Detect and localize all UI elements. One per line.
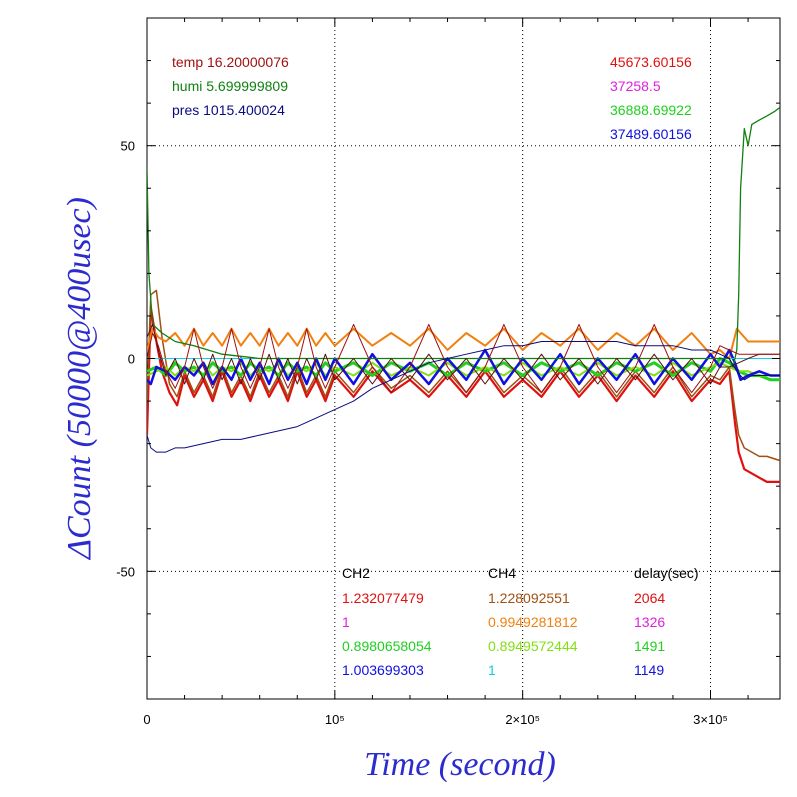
env-legend-item: pres 1015.400024	[172, 102, 285, 118]
base-values-legend: 45673.60156 37258.5 36888.69922 37489.60156	[610, 54, 692, 142]
ratio-table-ch2: 0.8980658054	[342, 638, 432, 654]
ratio-table-ch2: 1.003699303	[342, 662, 424, 678]
y-axis-title: ΔCount (50000@400usec)	[61, 197, 98, 561]
x-tick-label: 2×10⁵	[505, 712, 540, 727]
x-tick-label: 10⁵	[325, 712, 345, 727]
ratio-table-delay: 1491	[634, 638, 665, 654]
ratio-table-ch2: 1	[342, 614, 350, 630]
base-value-item: 36888.69922	[610, 102, 692, 118]
series-line-10	[147, 323, 780, 394]
series-line-1	[147, 289, 780, 462]
ratio-table-ch4: 1	[488, 662, 496, 678]
ratio-table-delay: 1326	[634, 614, 665, 630]
y-tick-label: 50	[121, 139, 135, 154]
series-line-11	[147, 341, 780, 453]
base-value-item: 37489.60156	[610, 126, 692, 142]
series-line-8	[147, 106, 780, 368]
series-line-2	[147, 327, 780, 360]
y-tick-label: -50	[116, 564, 135, 579]
ratio-table-ch4: 0.9949281812	[488, 614, 578, 630]
series-line-9	[147, 323, 780, 385]
x-tick-label: 0	[143, 712, 150, 727]
series-line-0	[147, 306, 780, 483]
ratio-table-ch4: 0.8949572444	[488, 638, 578, 654]
env-legend-item: temp 16.20000076	[172, 54, 289, 70]
ratio-table-ch2: 1.232077479	[342, 590, 424, 606]
base-value-item: 37258.5	[610, 78, 661, 94]
env-legend: temp 16.20000076 humi 5.699999809 pres 101…	[172, 54, 289, 118]
x-tick-label: 3×10⁵	[693, 712, 728, 727]
axis-ticks: 0 10⁵ 2×10⁵ 3×10⁵ -50 0 50	[116, 18, 780, 727]
ratio-table-header: delay(sec)	[634, 565, 699, 581]
ratio-table-delay: 2064	[634, 590, 665, 606]
ratio-table-header: CH4	[488, 565, 516, 581]
x-axis-title: Time (second)	[364, 746, 556, 783]
series-lines	[147, 106, 780, 483]
y-tick-label: 0	[128, 352, 135, 367]
ratio-table-ch4: 1.228092551	[488, 590, 570, 606]
ratio-table: CH2 CH4 delay(sec) 1.232077479 1.228092551 20…	[342, 565, 699, 678]
base-value-item: 45673.60156	[610, 54, 692, 70]
ratio-table-delay: 1149	[634, 662, 664, 678]
ratio-table-header: CH2	[342, 565, 370, 581]
env-legend-item: humi 5.699999809	[172, 78, 288, 94]
